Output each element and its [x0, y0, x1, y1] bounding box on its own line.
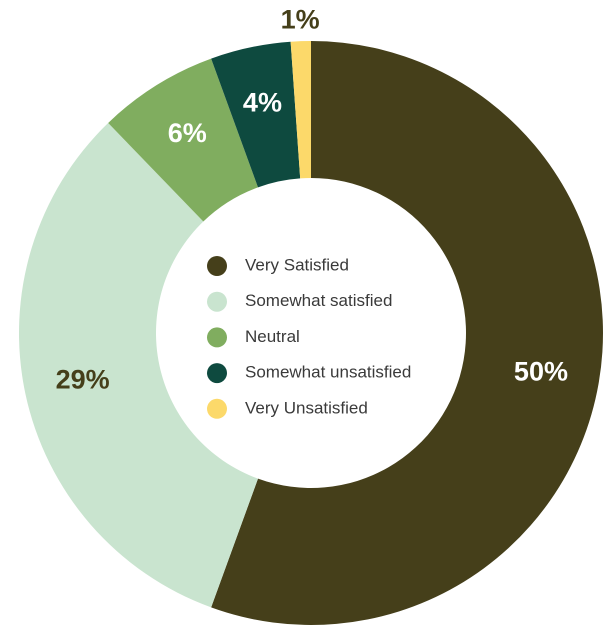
- slice: [211, 41, 603, 625]
- legend-swatch: [207, 363, 227, 384]
- legend-swatch: [207, 327, 227, 348]
- data-label: 50%: [514, 357, 568, 387]
- data-label: 4%: [243, 88, 282, 118]
- legend-swatch: [207, 291, 227, 312]
- slice: [19, 122, 258, 608]
- legend-swatch: [207, 398, 227, 419]
- data-label: 29%: [56, 365, 110, 395]
- legend-swatch: [207, 256, 227, 276]
- slice: [211, 41, 301, 188]
- slice: [108, 58, 258, 222]
- data-label: 6%: [168, 118, 207, 148]
- data-label: 1%: [281, 4, 320, 34]
- legend-label: Very Unsatisfied: [245, 398, 368, 417]
- legend-label: Somewhat unsatisfied: [245, 363, 411, 382]
- legend-label: Somewhat satisfied: [245, 291, 392, 310]
- legend-label: Neutral: [245, 327, 300, 346]
- legend-label: Very Satisfied: [245, 255, 349, 274]
- slice: [290, 41, 311, 179]
